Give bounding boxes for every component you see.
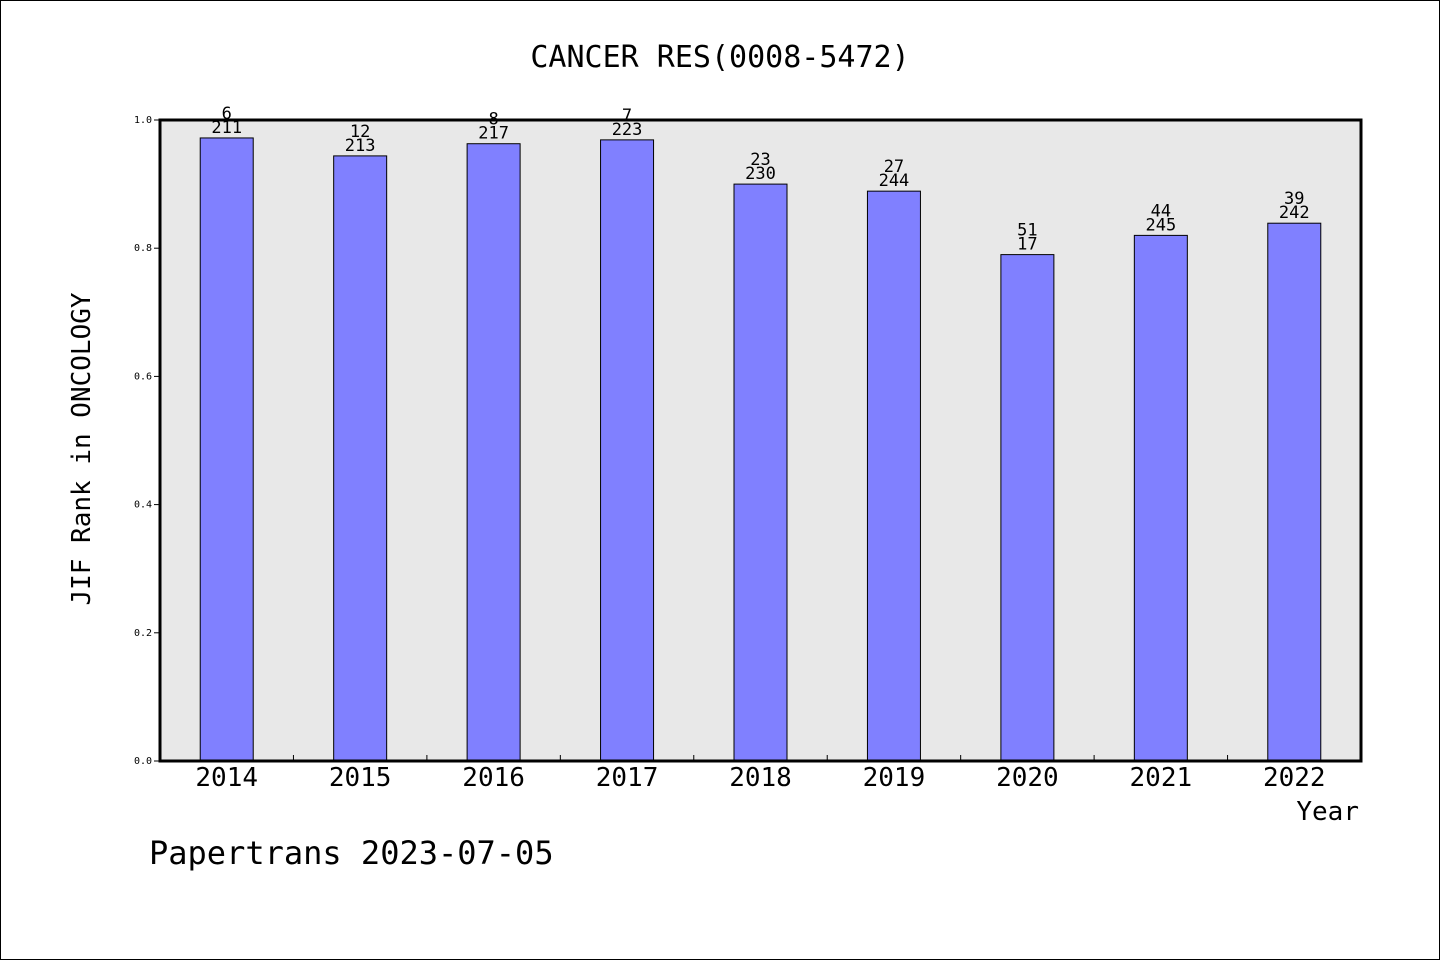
bar-rank-label: 51 [1017, 221, 1037, 241]
bar-rank-label: 12 [350, 122, 370, 142]
y-tick-label: 0.4 [134, 500, 152, 511]
bar-rank-label: 39 [1284, 189, 1304, 209]
x-tick-label: 2014 [195, 763, 258, 793]
bar-total-label: 217 [478, 124, 509, 144]
bar-2019 [866, 190, 921, 762]
bar-total-label: 223 [612, 120, 643, 140]
x-tick-label: 2015 [329, 763, 392, 793]
bar-2022 [1267, 222, 1322, 762]
x-tick-label: 2021 [1130, 763, 1193, 793]
bar-2018 [733, 183, 788, 762]
footer-text: Papertrans 2023-07-05 [149, 834, 554, 872]
bar-total-label: 244 [879, 171, 910, 191]
y-tick-label: 1.0 [134, 115, 152, 126]
y-tick-label: 0.6 [134, 371, 152, 382]
bar-rank-label: 6 [222, 104, 232, 124]
y-tick-label: 0.0 [134, 756, 152, 767]
x-tick-label: 2022 [1263, 763, 1326, 793]
x-tick-label: 2018 [729, 763, 792, 793]
plot-border [158, 118, 1363, 763]
bar-rank-label: 27 [884, 157, 904, 177]
y-tick-label: 0.8 [134, 243, 152, 254]
bar-rank-label: 23 [750, 150, 770, 170]
bar-2014 [199, 137, 254, 762]
bar-rank-label: 44 [1151, 201, 1171, 221]
bar-2017 [600, 139, 655, 762]
bar-2016 [466, 143, 521, 762]
bar-total-label: 211 [211, 118, 242, 138]
bar-total-label: 245 [1145, 215, 1176, 235]
y-tick-label: 0.2 [134, 628, 152, 639]
x-tick-label: 2019 [863, 763, 926, 793]
chart-title: CANCER RES(0008-5472) [530, 40, 909, 75]
x-tick-label: 2016 [462, 763, 525, 793]
bar-total-label: 17 [1017, 235, 1037, 255]
bar-2020 [1000, 254, 1055, 762]
bar-total-label: 213 [345, 136, 376, 156]
bar-total-label: 230 [745, 164, 776, 184]
x-tick-label: 2020 [996, 763, 1059, 793]
bar-rank-label: 7 [622, 106, 632, 126]
y-axis-label: JIF Rank in ONCOLOGY [67, 292, 97, 605]
x-axis-label: Year [1296, 797, 1359, 827]
x-tick-label: 2017 [596, 763, 659, 793]
bar-2021 [1133, 234, 1188, 762]
bar-total-label: 242 [1279, 203, 1310, 223]
bar-2015 [333, 155, 388, 762]
